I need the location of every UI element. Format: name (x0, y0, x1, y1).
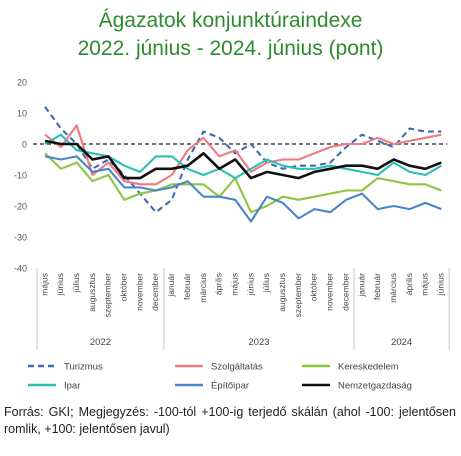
chart-title-line-1: Ágazatok konjunktúraindexe (98, 9, 363, 32)
legend-label: Turizmus (64, 362, 103, 373)
x-tick-label: február (372, 273, 382, 300)
x-tick-label: április (404, 273, 414, 295)
x-tick-label: november (134, 273, 144, 311)
y-tick-label: 20 (17, 78, 27, 88)
y-tick-label: -10 (14, 171, 27, 181)
x-tick-label: január (356, 273, 366, 298)
legend-label: Kereskedelem (338, 362, 399, 373)
series-line (44, 139, 442, 180)
year-label: 2023 (248, 337, 269, 348)
x-tick-label: április (214, 273, 224, 295)
x-tick-label: július (261, 273, 271, 293)
x-tick-label: december (340, 273, 350, 311)
x-tick-label: május (420, 273, 430, 296)
line-chart: 20 10 0 -10 -20 -30 -40 május június július augusz… (14, 78, 450, 392)
x-tick-label: augusztus (277, 273, 287, 312)
x-tick-label: november (325, 273, 335, 311)
y-tick-label: -20 (14, 202, 27, 212)
x-tick-label: február (182, 273, 192, 300)
x-tick-label: június (55, 273, 65, 296)
x-tick-label: január (166, 273, 176, 298)
legend-label: Szolgáltatás (211, 362, 263, 373)
x-tick-label: október (119, 273, 129, 302)
x-tick-label: március (388, 273, 398, 303)
x-tick-label: június (436, 273, 446, 296)
chart-title-line-2: 2022. június - 2024. június (pont) (77, 37, 384, 60)
x-tick-label: május (229, 273, 239, 296)
legend-label: Ipar (64, 381, 80, 392)
y-tick-label: 10 (17, 109, 27, 119)
x-tick-label: szeptember (103, 273, 113, 318)
legend-label: Nemzetgazdaság (338, 381, 412, 392)
source-note: Forrás: GKI; Megjegyzés: -100-tól +100-i… (4, 405, 456, 436)
y-tick-label: 0 (22, 140, 27, 150)
x-tick-label: augusztus (87, 273, 97, 312)
y-tick-label: -40 (14, 264, 27, 274)
x-tick-label: szeptember (293, 273, 303, 318)
series-line (44, 124, 442, 186)
x-tick-label: május (39, 273, 49, 296)
series-line (44, 155, 442, 223)
series-line (44, 152, 442, 214)
x-tick-label: március (198, 273, 208, 303)
x-tick-label: december (150, 273, 160, 311)
y-tick-label: -30 (14, 233, 27, 243)
year-label: 2022 (90, 337, 111, 348)
legend-label: Építőipar (211, 381, 249, 392)
x-tick-label: június (245, 273, 255, 296)
year-label: 2024 (391, 337, 412, 348)
x-tick-label: október (309, 273, 319, 302)
x-tick-label: július (71, 273, 81, 293)
